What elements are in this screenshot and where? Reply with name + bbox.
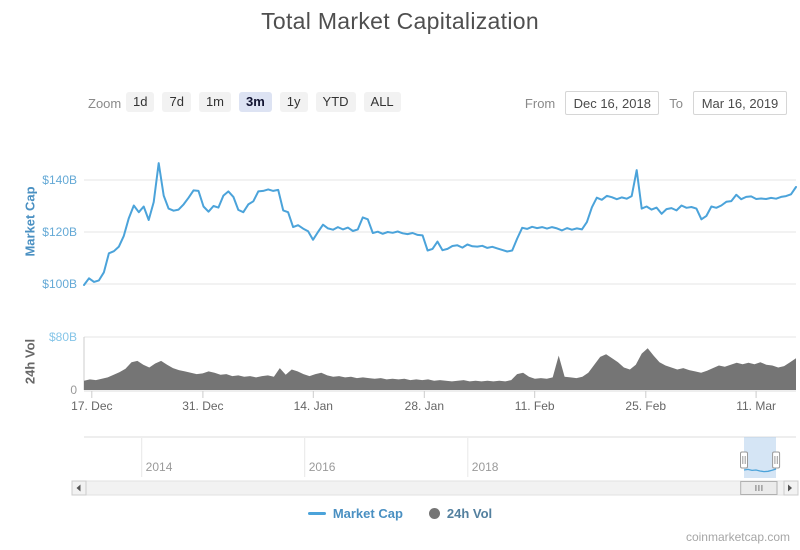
y-axis-label-120: $120B xyxy=(42,225,77,239)
x-axis-label: 25. Feb xyxy=(625,399,667,413)
zoom-button-1y[interactable]: 1y xyxy=(279,92,308,112)
market-cap-line-series[interactable] xyxy=(83,162,797,286)
scrollbar-left-arrow[interactable] xyxy=(71,480,87,496)
legend-label: 24h Vol xyxy=(446,506,493,521)
x-axis-label: 31. Dec xyxy=(182,399,224,413)
legend-line-marker-icon xyxy=(307,512,326,515)
scrollbar-thumb[interactable] xyxy=(740,481,778,495)
navigator-handle-right[interactable] xyxy=(772,451,781,469)
legend-item-24h-vol[interactable]: 24h Vol xyxy=(428,506,493,521)
from-date-input[interactable] xyxy=(565,91,660,115)
zoom-button-1m[interactable]: 1m xyxy=(198,92,231,112)
zoom-button-1d[interactable]: 1d xyxy=(126,92,155,112)
to-date-input[interactable] xyxy=(693,91,787,115)
zoom-button-group: 1d 7d 1m 3m 1y YTD ALL xyxy=(126,92,401,112)
chart-title: Total Market Capitalization xyxy=(261,8,539,34)
vol-axis-label-0: 0 xyxy=(70,383,77,397)
volume-axis-title: 24h Vol xyxy=(22,338,38,385)
zoom-button-ytd[interactable]: YTD xyxy=(315,92,356,112)
navigator-spark-line xyxy=(743,468,777,473)
from-label: From xyxy=(524,95,556,111)
legend-circle-marker-icon xyxy=(428,508,440,519)
zoom-button-all[interactable]: ALL xyxy=(363,92,401,112)
y-axis-label-100: $100B xyxy=(42,277,77,291)
scrollbar-right-arrow[interactable] xyxy=(783,480,799,496)
to-label: To xyxy=(669,95,683,111)
volume-area-series[interactable] xyxy=(84,348,796,390)
navigator-year-label: 2016 xyxy=(308,460,336,474)
x-axis-label: 14. Jan xyxy=(293,399,333,413)
x-axis-label: 17. Dec xyxy=(71,399,113,413)
x-axis-label: 11. Feb xyxy=(514,399,555,413)
watermark: coinmarketcap.com xyxy=(685,530,790,544)
x-axis-label: 11. Mar xyxy=(736,399,777,413)
navigator-year-label: 2014 xyxy=(145,460,173,474)
zoom-button-7d[interactable]: 7d xyxy=(162,92,191,112)
navigator-year-label: 2018 xyxy=(471,460,499,474)
navigator[interactable] xyxy=(84,436,796,478)
zoom-label: Zoom xyxy=(88,96,122,111)
navigator-handle-left[interactable] xyxy=(740,451,748,469)
legend-item-market-cap[interactable]: Market Cap xyxy=(307,506,403,521)
y-axis-label-140: $140B xyxy=(42,173,77,187)
scrollbar-track[interactable] xyxy=(85,480,785,496)
x-axis-label: 28. Jan xyxy=(404,399,445,413)
scrollbar[interactable] xyxy=(71,480,799,496)
legend-label: Market Cap xyxy=(332,506,403,521)
vol-axis-label-80: $80B xyxy=(48,330,77,344)
date-range-controls: From To xyxy=(525,91,787,115)
zoom-button-3m[interactable]: 3m xyxy=(239,92,272,112)
legend: Market Cap 24h Vol xyxy=(0,506,800,521)
navigator-selection[interactable] xyxy=(744,437,776,478)
